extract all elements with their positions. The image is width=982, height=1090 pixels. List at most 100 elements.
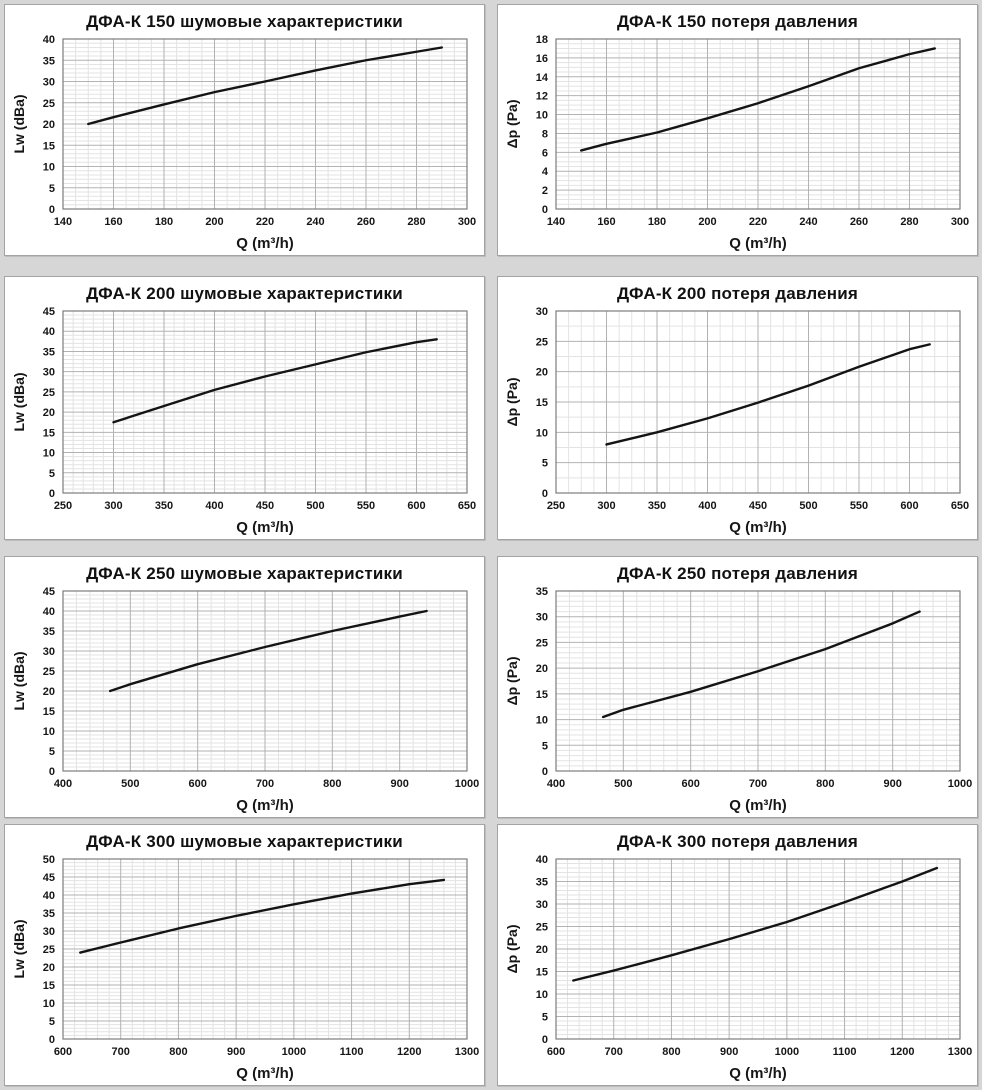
- chart-title: ДФА-К 150 потеря давления: [616, 12, 859, 31]
- y-tick-label: 10: [536, 110, 548, 122]
- x-tick-label: 800: [816, 778, 834, 790]
- x-tick-label: 700: [256, 778, 274, 790]
- y-tick-label: 20: [536, 944, 548, 956]
- x-tick-label: 650: [458, 500, 476, 512]
- y-axis-label: Δp (Pa): [504, 100, 520, 149]
- x-axis-ticks: 140 160 180 200 220 240 260 280 300: [547, 216, 969, 228]
- x-axis-label: Q (m³/h): [236, 1065, 294, 1082]
- y-tick-label: 10: [43, 998, 55, 1010]
- y-tick-label: 4: [542, 166, 549, 178]
- x-tick-label: 800: [323, 778, 341, 790]
- y-tick-label: 35: [536, 877, 548, 889]
- x-tick-label: 350: [155, 500, 173, 512]
- chart-title: ДФА-К 200 потеря давления: [616, 284, 859, 303]
- x-axis-ticks: 600 700 800 900 1000 1100 1200 1300: [54, 1046, 479, 1058]
- x-tick-label: 400: [205, 500, 223, 512]
- plot-border: [555, 310, 961, 494]
- y-tick-label: 20: [43, 119, 55, 131]
- x-tick-label: 200: [698, 216, 716, 228]
- y-tick-label: 40: [43, 890, 55, 902]
- x-tick-label: 600: [547, 1046, 565, 1058]
- y-axis-ticks: 0 5 10 15 20 25 30 35 40: [43, 34, 55, 216]
- y-axis-label: Δp (Pa): [504, 378, 520, 427]
- x-tick-label: 200: [205, 216, 223, 228]
- chart-panel-200-pressure: ДФА-К 200 потеря давления 250 300 350 400 45…: [497, 276, 978, 540]
- x-tick-label: 1000: [455, 778, 479, 790]
- x-tick-label: 600: [54, 1046, 72, 1058]
- plot-border: [62, 38, 468, 210]
- line-chart-300-pressure: 600 700 800 900 1000 1100 1200 1300 0 5 10 15 20 25 3…: [498, 852, 977, 1085]
- y-tick-label: 14: [536, 72, 549, 84]
- line-chart-300-noise: 600 700 800 900 1000 1100 1200 1300 0 5 10 15 20 25 3…: [5, 852, 484, 1085]
- y-tick-label: 35: [536, 586, 548, 598]
- y-tick-label: 25: [536, 922, 548, 934]
- y-tick-label: 25: [43, 387, 55, 399]
- y-tick-label: 40: [43, 606, 55, 618]
- y-axis-ticks: 0 5 10 15 20 25 30 35 40 45: [43, 306, 55, 500]
- chart-panel-250-pressure: ДФА-К 250 потеря давления 400 500 600 700 80…: [497, 556, 978, 818]
- chart-panel-300-noise: ДФА-К 300 шумовые характеристики 600 700 8…: [4, 824, 485, 1086]
- x-tick-label: 180: [648, 216, 666, 228]
- x-tick-label: 900: [227, 1046, 245, 1058]
- y-tick-label: 30: [536, 306, 548, 318]
- y-tick-label: 15: [43, 427, 55, 439]
- x-tick-label: 1000: [775, 1046, 799, 1058]
- y-tick-label: 5: [542, 458, 548, 470]
- y-tick-label: 5: [49, 746, 55, 758]
- y-tick-label: 25: [43, 944, 55, 956]
- y-tick-label: 5: [542, 740, 548, 752]
- x-tick-label: 1300: [455, 1046, 479, 1058]
- data-curve: [572, 866, 939, 982]
- y-tick-label: 45: [43, 586, 55, 598]
- y-axis-ticks: 0 2 4 6 8 10 12 14 16 18: [536, 34, 549, 216]
- x-tick-label: 550: [850, 500, 868, 512]
- y-tick-label: 15: [43, 140, 55, 152]
- x-tick-label: 280: [900, 216, 918, 228]
- y-tick-label: 0: [542, 766, 548, 778]
- y-tick-label: 10: [536, 427, 548, 439]
- x-tick-label: 650: [951, 500, 969, 512]
- y-tick-label: 45: [43, 306, 55, 318]
- x-axis-label: Q (m³/h): [729, 519, 787, 536]
- x-tick-label: 400: [698, 500, 716, 512]
- x-tick-label: 300: [458, 216, 476, 228]
- x-axis-label: Q (m³/h): [236, 797, 294, 814]
- y-tick-label: 40: [536, 854, 548, 866]
- plot-border: [555, 38, 961, 210]
- x-tick-label: 1100: [340, 1046, 364, 1058]
- y-tick-label: 12: [536, 91, 548, 103]
- x-tick-label: 600: [900, 500, 918, 512]
- data-curve: [580, 47, 936, 152]
- y-axis-label: Lw (dBa): [11, 94, 27, 153]
- y-tick-label: 35: [43, 908, 55, 920]
- chart-title: ДФА-К 300 шумовые характеристики: [86, 832, 403, 851]
- y-tick-label: 15: [43, 980, 55, 992]
- chart-panel-250-noise: ДФА-К 250 шумовые характеристики 400 500 6…: [4, 556, 485, 818]
- y-tick-label: 0: [49, 1034, 55, 1046]
- y-axis-ticks: 0 5 10 15 20 25 30: [536, 306, 548, 500]
- x-tick-label: 1000: [282, 1046, 306, 1058]
- y-tick-label: 0: [542, 204, 548, 216]
- y-tick-label: 10: [536, 989, 548, 1001]
- x-tick-label: 1100: [833, 1046, 857, 1058]
- x-tick-label: 280: [407, 216, 425, 228]
- data-curve: [108, 609, 428, 693]
- x-tick-label: 400: [547, 778, 565, 790]
- y-tick-label: 25: [536, 637, 548, 649]
- chart-panel-300-pressure: ДФА-К 300 потеря давления 600 700 800 900 10…: [497, 824, 978, 1086]
- grid-major: [555, 590, 961, 772]
- x-axis-ticks: 250 300 350 400 450 500 550 600 650: [54, 500, 476, 512]
- chart-title: ДФА-К 250 шумовые характеристики: [86, 564, 403, 583]
- y-tick-label: 0: [542, 488, 548, 500]
- y-tick-label: 10: [43, 448, 55, 460]
- y-tick-label: 0: [49, 204, 55, 216]
- x-tick-label: 250: [54, 500, 72, 512]
- x-tick-label: 600: [681, 778, 699, 790]
- data-curve: [87, 46, 443, 126]
- y-tick-label: 5: [542, 1012, 548, 1024]
- y-axis-ticks: 0 5 10 15 20 25 30 35 40 45: [43, 586, 55, 778]
- y-tick-label: 35: [43, 626, 55, 638]
- x-axis-label: Q (m³/h): [729, 235, 787, 252]
- x-tick-label: 800: [169, 1046, 187, 1058]
- x-tick-label: 500: [306, 500, 324, 512]
